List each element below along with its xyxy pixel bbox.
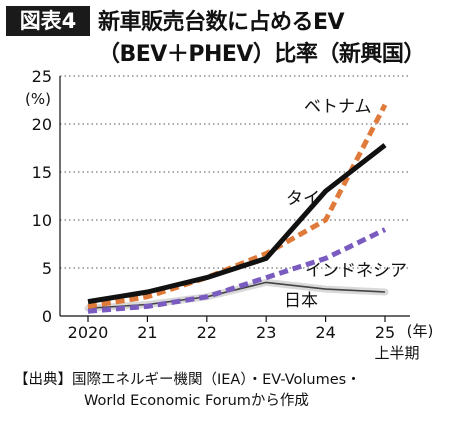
chart-title-line1: 新車販売台数に占めるEV <box>98 10 345 35</box>
series-label-indonesia: インドネシア <box>305 261 407 281</box>
x-tick-label: 23 <box>256 323 276 342</box>
y-tick-label: 25 <box>32 67 52 86</box>
x-tick-labels: 2020 21 22 23 24 25 <box>68 323 396 342</box>
series-line-thailand <box>87 143 387 305</box>
source-line-1: 【出典】国際エネルギー機関（IEA）・EV-Volumes・ <box>14 372 361 388</box>
x-tick-label: 21 <box>137 323 157 342</box>
chart-title-line2: （BEV＋PHEV）比率（新興国） <box>98 42 425 67</box>
x-tick-label: 22 <box>197 323 217 342</box>
x-tick-label: 25 <box>375 323 395 342</box>
x-tick-label: 2020 <box>68 323 109 342</box>
axes <box>59 76 410 322</box>
series-label-vietnam: ベトナム <box>304 97 372 117</box>
x-axis-sublabel: 上半期 <box>374 344 419 362</box>
figure-badge: 図表4 <box>6 6 90 36</box>
x-tick-label: 24 <box>315 323 335 342</box>
y-tick-label: 20 <box>32 115 52 134</box>
series-lines <box>84 103 389 314</box>
series-line-indonesia <box>87 227 387 314</box>
x-axis-unit: (年) <box>407 322 434 340</box>
y-axis-unit: (%) <box>25 90 51 108</box>
source-line-2: World Economic Forumから作成 <box>84 393 309 409</box>
line-chart: 0 5 10 15 20 25 2020 21 22 23 24 25 (%) (年) 上半期 ベト… <box>25 67 434 362</box>
header: 図表4 新車販売台数に占めるEV （BEV＋PHEV）比率（新興国） <box>0 0 450 70</box>
series-label-thailand: タイ <box>286 189 320 209</box>
y-tick-label: 10 <box>32 211 52 230</box>
y-tick-labels: 0 5 10 15 20 25 <box>32 67 52 326</box>
series-label-japan: 日本 <box>284 291 318 311</box>
y-tick-label: 0 <box>42 307 52 326</box>
y-tick-label: 15 <box>32 163 52 182</box>
y-tick-label: 5 <box>42 259 52 278</box>
source-note: 【出典】国際エネルギー機関（IEA）・EV-Volumes・ World Eco… <box>14 370 444 412</box>
